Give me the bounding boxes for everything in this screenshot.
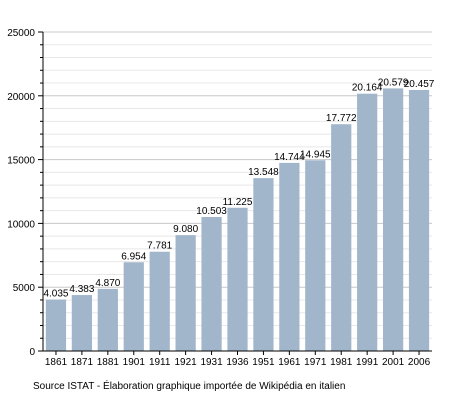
bar-1931 — [201, 216, 222, 351]
bar-1936 — [227, 207, 248, 351]
value-label-2001: 20.579 — [378, 77, 409, 88]
y-tick-label: 15000 — [7, 156, 35, 167]
y-tick-label: 20000 — [7, 92, 35, 103]
bar-1861 — [45, 299, 67, 351]
x-tick-label-1911: 1911 — [149, 357, 171, 368]
x-tick-label-1931: 1931 — [200, 357, 223, 368]
value-label-1871: 4.383 — [69, 284, 94, 295]
bar-1921 — [175, 235, 196, 351]
value-label-2006: 20.457 — [404, 79, 435, 90]
value-label-1921: 9.080 — [173, 224, 198, 235]
bar-2006 — [408, 89, 430, 351]
x-tick-label-1951: 1951 — [252, 357, 275, 368]
y-tick-label: 10000 — [7, 219, 35, 230]
source-note: Source ISTAT - Élaboration graphique imp… — [33, 381, 346, 392]
x-tick-label-2006: 2006 — [408, 357, 431, 368]
value-label-1971: 14.945 — [300, 149, 331, 160]
y-tick-label: 25000 — [7, 28, 35, 39]
value-label-1991: 20.164 — [352, 83, 383, 94]
value-label-1936: 11.225 — [223, 197, 253, 208]
bar-1991 — [357, 93, 378, 351]
value-label-1951: 13.548 — [248, 167, 279, 178]
value-label-1861: 4.035 — [43, 289, 68, 300]
x-tick-label-1971: 1971 — [304, 357, 327, 368]
x-tick-label-1921: 1921 — [175, 357, 198, 368]
value-label-1931: 10.503 — [196, 206, 227, 217]
labels: 0 5000 10000 15000 20000 25000 4.035 1861 4.383 1… — [7, 28, 435, 368]
value-label-1901: 6.954 — [121, 251, 146, 262]
bar-1951 — [253, 178, 274, 351]
x-tick-label-1991: 1991 — [356, 357, 379, 368]
x-tick-label-1871: 1871 — [71, 357, 94, 368]
value-label-1911: 7.781 — [147, 241, 172, 252]
x-tick-label-1901: 1901 — [123, 357, 146, 368]
bar-1901 — [123, 262, 144, 351]
bar-1881 — [97, 288, 118, 351]
x-tick-label-1861: 1861 — [45, 357, 68, 368]
bar-2001 — [382, 88, 404, 351]
bar-1871 — [71, 295, 93, 351]
bar-1911 — [149, 251, 170, 351]
x-tick-label-1881: 1881 — [97, 357, 120, 368]
value-label-1881: 4.870 — [95, 278, 120, 289]
bar-1981 — [331, 124, 352, 351]
value-label-1961: 14.744 — [274, 152, 305, 163]
x-tick-label-2001: 2001 — [382, 357, 405, 368]
bar-1961 — [279, 162, 300, 351]
x-tick-label-1936: 1936 — [226, 357, 249, 368]
x-tick-label-1981: 1981 — [330, 357, 353, 368]
x-tick-label-1961: 1961 — [278, 357, 301, 368]
axes — [38, 31, 432, 355]
value-label-1981: 17.772 — [326, 113, 357, 124]
bars — [45, 88, 430, 351]
bar-1971 — [305, 160, 326, 351]
y-tick-label: 5000 — [13, 283, 36, 294]
y-tick-label: 0 — [29, 347, 35, 358]
